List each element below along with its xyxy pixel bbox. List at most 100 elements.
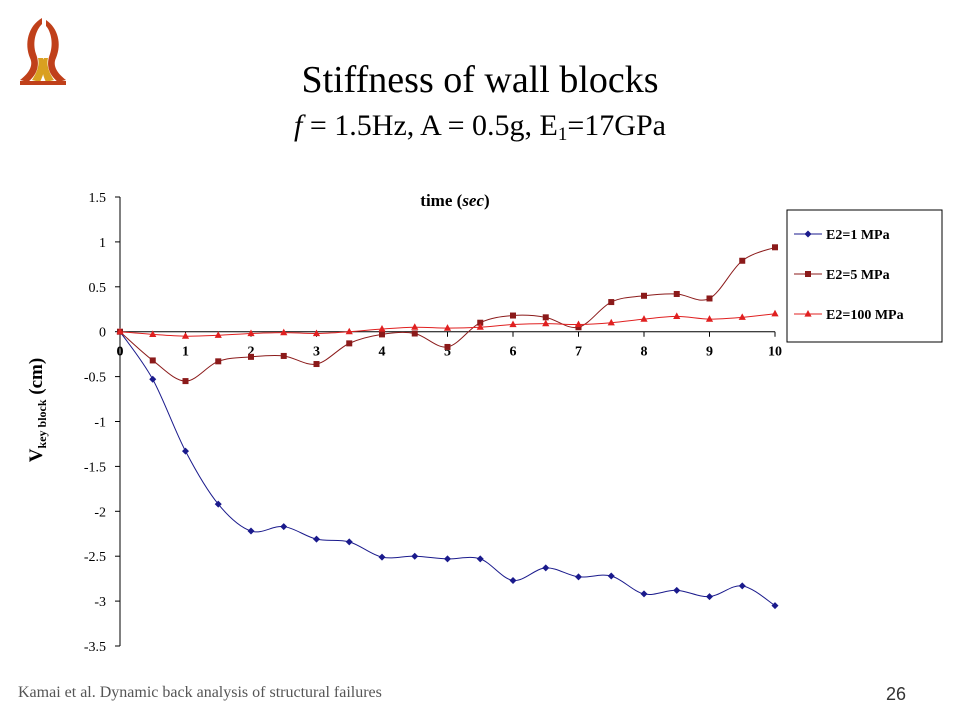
data-point-series-1 [738, 582, 746, 590]
data-point-series-2 [215, 358, 222, 365]
y-axis-label-main: V [26, 448, 47, 462]
data-point-series-2 [772, 244, 778, 251]
y-tick-label: 1.5 [89, 191, 107, 206]
x-axis-label-unit: sec [461, 191, 484, 210]
subtitle-modulus: =17GPa [567, 109, 666, 142]
data-point-series-3 [214, 331, 222, 338]
page-number: 26 [885, 684, 906, 704]
data-point-series-1 [542, 564, 550, 572]
data-point-series-3 [574, 320, 583, 328]
x-tick-label: 7 [575, 345, 582, 360]
x-axis-label: time (sec) [420, 191, 489, 210]
data-point-series-1 [214, 500, 222, 508]
data-point-series-3 [640, 315, 648, 322]
data-point-series-2 [379, 331, 385, 338]
data-point-series-2 [575, 324, 582, 331]
data-point-series-2 [477, 319, 484, 326]
legend-box [786, 209, 943, 343]
data-point-series-3 [181, 332, 190, 339]
subtitle-params: = 1.5Hz, A = 0.5g, E [302, 109, 558, 142]
x-tick-label: 1 [182, 345, 189, 360]
data-point-series-2 [608, 299, 615, 306]
x-tick-label: 6 [510, 345, 517, 360]
data-point-series-1 [476, 555, 484, 563]
x-axis-label-main: time ( [420, 191, 462, 210]
data-point-series-1 [149, 375, 157, 383]
data-point-series-3 [378, 325, 386, 332]
legend-label: E2=100 MPa [826, 308, 904, 323]
data-point-series-2 [739, 257, 746, 264]
data-point-series-3 [771, 309, 779, 317]
legend-marker [804, 310, 812, 317]
data-point-series-1 [247, 527, 255, 535]
x-tick-label: 0 [117, 345, 124, 360]
data-point-series-2 [280, 352, 287, 359]
legend-marker [804, 230, 812, 238]
series-line-1 [119, 331, 776, 607]
y-tick-label: -2 [94, 505, 106, 520]
data-point-series-3 [116, 327, 124, 335]
y-tick-label: -1 [94, 416, 106, 431]
x-tick-label: 9 [706, 345, 713, 360]
subtitle-frequency-symbol: f [294, 109, 303, 142]
data-point-series-1 [444, 555, 451, 563]
data-point-series-1 [640, 590, 648, 598]
slide-title: Stiffness of wall blocks [301, 59, 659, 101]
data-point-series-2 [706, 295, 713, 302]
data-point-series-1 [607, 572, 615, 580]
data-point-series-3 [509, 320, 517, 328]
data-point-series-1 [509, 576, 517, 584]
x-tick-label: 4 [379, 345, 386, 360]
data-point-series-3 [411, 323, 419, 330]
data-point-series-1 [575, 573, 582, 581]
data-point-series-3 [542, 319, 550, 327]
data-point-series-2 [641, 292, 647, 299]
y-axis-label: Vkey block (cm) [26, 358, 49, 462]
y-tick-label: 1 [99, 236, 106, 251]
data-point-series-2 [313, 361, 320, 368]
data-point-series-2 [149, 357, 156, 364]
data-point-series-3 [607, 318, 615, 326]
data-point-series-1 [673, 586, 681, 594]
data-point-series-1 [771, 602, 779, 610]
data-point-series-2 [444, 343, 451, 350]
y-tick-label: -3.5 [84, 640, 106, 655]
data-point-series-2 [411, 330, 418, 337]
data-point-series-3 [280, 328, 288, 336]
data-point-series-3 [443, 324, 452, 331]
footer-citation: Kamai et al. Dynamic back analysis of st… [18, 684, 382, 701]
x-tick-label: 2 [248, 345, 255, 360]
data-point-series-1 [280, 523, 288, 531]
data-point-series-2 [182, 378, 189, 385]
data-point-series-1 [345, 538, 353, 546]
data-point-series-1 [411, 552, 419, 560]
data-point-series-3 [673, 312, 681, 320]
legend-marker [805, 271, 811, 277]
data-point-series-1 [313, 535, 320, 543]
legend-label: E2=5 MPa [826, 268, 890, 283]
data-point-series-2 [510, 312, 516, 319]
slide-subtitle: f = 1.5Hz, A = 0.5g, E1=17GPa [0, 108, 960, 144]
data-point-series-2 [542, 314, 549, 321]
y-tick-label: -2.5 [84, 550, 106, 565]
data-point-series-3 [705, 315, 714, 322]
x-axis-label-end: ) [484, 191, 490, 210]
y-tick-label: -3 [94, 595, 106, 610]
university-logo [20, 18, 66, 85]
x-tick-label: 5 [444, 345, 451, 360]
y-tick-label: -1.5 [84, 460, 106, 475]
data-point-series-1 [182, 447, 189, 455]
legend-label: E2=1 MPa [826, 228, 890, 243]
y-tick-label: 0 [99, 326, 106, 341]
data-point-series-2 [248, 353, 254, 360]
x-tick-label: 8 [641, 345, 648, 360]
x-tick-label: 3 [313, 345, 320, 360]
data-point-series-3 [247, 329, 255, 337]
data-point-series-3 [476, 323, 484, 330]
y-tick-label: -0.5 [84, 371, 106, 386]
subtitle-subscript: 1 [557, 124, 568, 145]
y-axis-label-sub: key block [35, 399, 49, 448]
data-point-series-3 [345, 327, 353, 335]
data-point-series-3 [149, 330, 157, 337]
